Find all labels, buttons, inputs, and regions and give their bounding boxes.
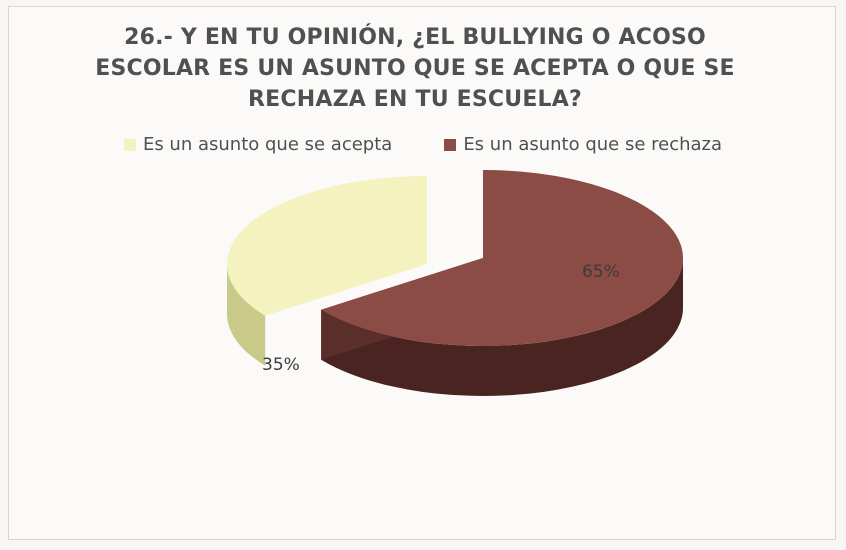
slice-acepta [226, 176, 427, 316]
title-line-3: RECHAZA EN TU ESCUELA? [248, 87, 582, 112]
title-line-1: 26.- Y EN TU OPINIÓN, ¿EL BULLYING O ACO… [124, 25, 706, 50]
data-label-rechaza: 65% [582, 262, 620, 282]
legend-item-rechaza: Es un asunto que se rechaza [444, 134, 722, 155]
legend-swatch-rechaza [444, 138, 457, 151]
chart-title: 26.- Y EN TU OPINIÓN, ¿EL BULLYING O ACO… [60, 22, 770, 115]
legend-item-acepta: Es un asunto que se acepta [123, 134, 393, 155]
legend-label-rechaza: Es un asunto que se rechaza [463, 134, 723, 155]
title-line-2: ESCOLAR ES UN ASUNTO QUE SE ACEPTA O QUE… [95, 56, 735, 81]
slice-side-acepta [227, 264, 266, 366]
slice-rechaza [321, 170, 683, 347]
legend-swatch-acepta [123, 138, 136, 151]
chart-legend: Es un asunto que se acepta Es un asunto … [0, 134, 846, 155]
slice-side-rechaza [321, 258, 683, 396]
legend-label-acepta: Es un asunto que se acepta [142, 134, 393, 155]
data-label-acepta: 35% [262, 355, 300, 375]
chart-frame [8, 6, 836, 540]
